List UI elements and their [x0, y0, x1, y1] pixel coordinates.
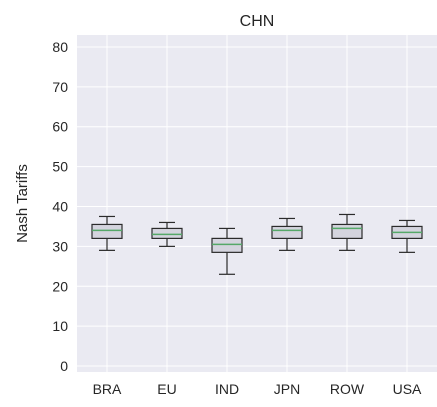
x-tick-label-usa: USA — [393, 381, 422, 397]
y-tick-label: 60 — [52, 119, 68, 135]
plot-area — [77, 35, 437, 372]
x-tick-label-jpn: JPN — [274, 381, 300, 397]
iqr-box — [271, 225, 303, 239]
y-tick-label: 20 — [52, 278, 68, 294]
y-tick-label: 70 — [52, 79, 68, 95]
y-tick-labels: 0 10 20 30 40 50 60 70 80 — [52, 39, 68, 374]
y-tick-label: 10 — [52, 318, 68, 334]
chart-title: CHN — [240, 13, 275, 30]
y-tick-label: 40 — [52, 198, 68, 214]
iqr-box — [151, 227, 183, 239]
box-jpn — [271, 217, 303, 251]
iqr-box — [331, 223, 363, 239]
y-tick-label: 0 — [60, 358, 68, 374]
y-axis-title: Nash Tariffs — [14, 164, 31, 243]
y-tick-label: 50 — [52, 159, 68, 175]
x-tick-label-ind: IND — [215, 381, 239, 397]
grid-lines — [77, 35, 437, 372]
x-tick-labels: BRA EU IND JPN ROW USA — [93, 381, 422, 397]
box-ind — [211, 227, 243, 275]
x-tick-label-eu: EU — [157, 381, 176, 397]
boxes-layer — [91, 213, 423, 275]
y-tick-label: 30 — [52, 238, 68, 254]
iqr-box — [91, 223, 123, 239]
box-usa — [391, 219, 423, 253]
box-row — [331, 213, 363, 251]
y-tick-label: 80 — [52, 39, 68, 55]
box-bra — [91, 215, 123, 251]
box-eu — [151, 221, 183, 247]
x-tick-label-bra: BRA — [93, 381, 122, 397]
iqr-box — [211, 237, 243, 253]
x-tick-label-row: ROW — [330, 381, 365, 397]
